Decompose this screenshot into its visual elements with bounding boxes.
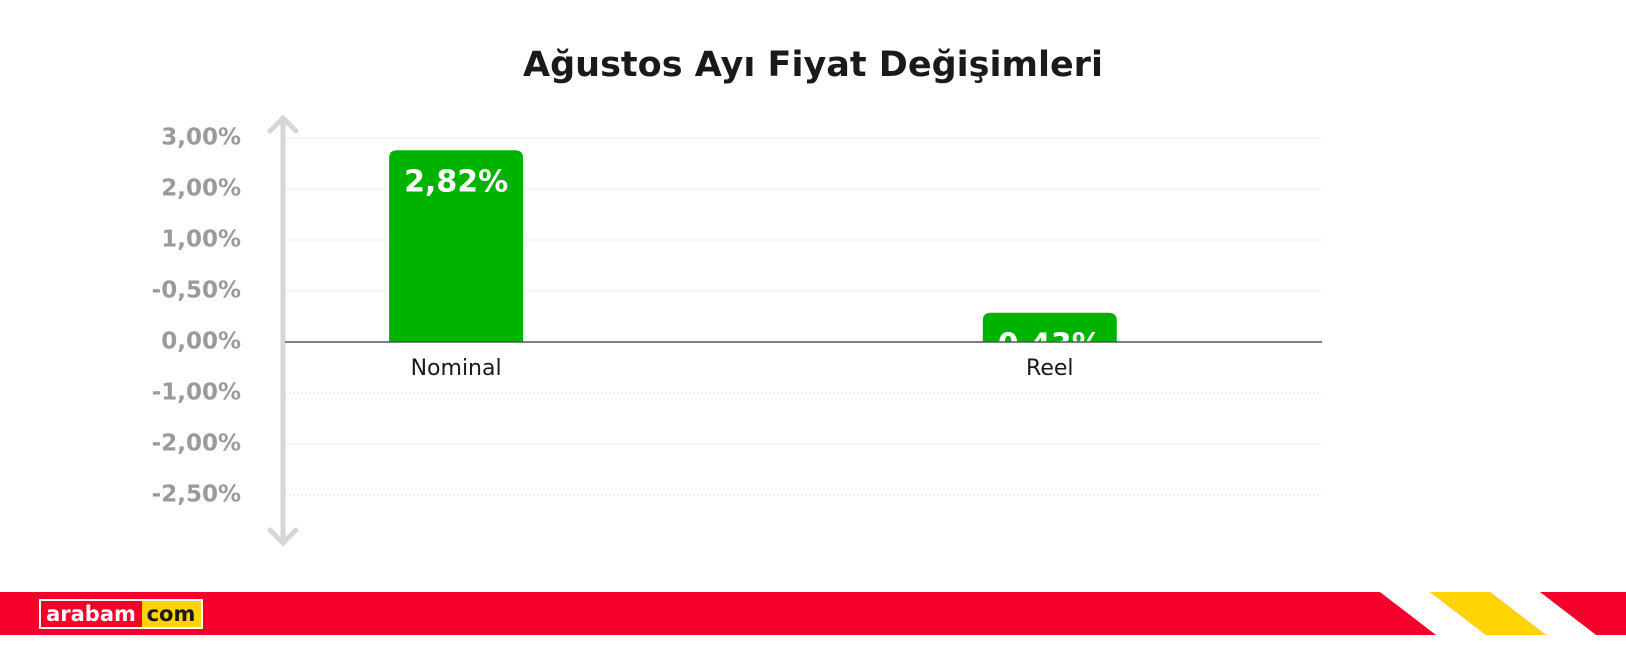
logo-box	[142, 601, 201, 627]
y-tick-label: -0,50%	[152, 278, 241, 304]
y-tick-label: 3,00%	[161, 125, 241, 151]
y-axis	[267, 114, 299, 547]
stripe	[1430, 592, 1546, 635]
x-tick-label: Reel	[1026, 356, 1073, 381]
chart-title: Ağustos Ayı Fiyat Değişimleri	[523, 45, 1103, 85]
stripe	[1540, 592, 1626, 635]
logo-frame	[39, 599, 203, 629]
bar	[982, 312, 1117, 342]
logo: com	[147, 602, 196, 626]
x-tick-label: Nominal	[411, 356, 502, 381]
logo: arabam	[46, 602, 136, 626]
data-label: 0,43%	[998, 327, 1102, 362]
footer-band	[0, 592, 1626, 635]
y-tick-label: 1,00%	[161, 227, 241, 253]
stripe	[1490, 592, 1596, 635]
stripe	[1380, 592, 1486, 635]
bar	[389, 150, 524, 342]
y-tick-label: -1,00%	[152, 380, 241, 406]
y-tick-label: 0,00%	[161, 329, 241, 355]
data-label: 2,82%	[404, 165, 508, 200]
y-tick-label: -2,00%	[152, 431, 241, 457]
y-tick-label: -2,50%	[152, 482, 241, 508]
y-tick-label: 2,00%	[161, 176, 241, 202]
